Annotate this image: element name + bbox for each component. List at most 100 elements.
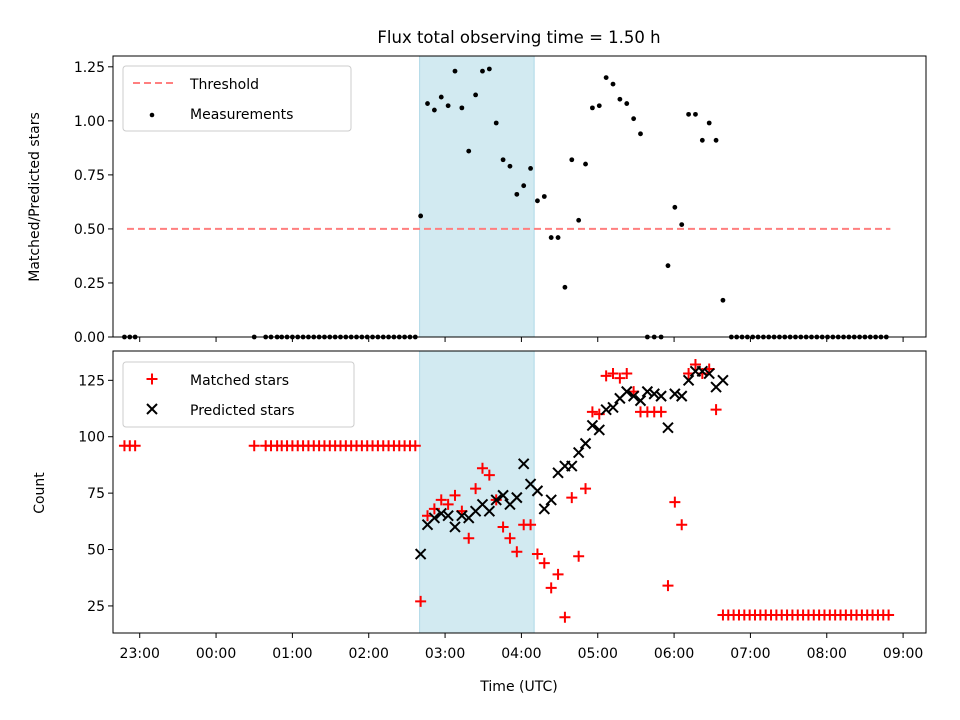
measurement-point — [562, 284, 568, 290]
y-tick-label: 75 — [87, 486, 105, 502]
measurement-point — [583, 161, 588, 167]
bottom-axis-ticks: 25 50 75 100 125 23:00 00:00 01:00 02:00 03:00 04:… — [78, 373, 923, 662]
measurement-point — [713, 137, 719, 143]
measurement-point — [596, 103, 602, 109]
matched-star-point — [531, 548, 543, 560]
measurement-point — [486, 66, 492, 72]
bottom-observing-span — [419, 350, 535, 634]
matched-star-point — [607, 368, 619, 380]
predicted-star-point — [428, 512, 441, 524]
matched-star-point — [669, 496, 681, 508]
predicted-star-point — [572, 446, 585, 459]
predicted-star-point — [579, 437, 592, 450]
matched-star-point — [483, 469, 495, 481]
measurement-point — [438, 94, 444, 100]
matched-star-point — [476, 462, 488, 474]
matched-star-point — [435, 494, 447, 506]
measurement-point — [631, 116, 637, 122]
measurement-point — [686, 111, 691, 117]
x-tick-label: 23:00 — [120, 646, 160, 662]
measurement-point — [672, 204, 678, 210]
measurement-point — [603, 75, 609, 81]
matched-star-point — [552, 568, 564, 580]
observing-span — [419, 55, 535, 338]
matched-star-point — [710, 404, 722, 416]
predicted-star-point — [483, 505, 496, 517]
y-tick-label: 0.50 — [74, 222, 105, 238]
predicted-star-point — [414, 548, 427, 560]
observing-span — [419, 350, 535, 634]
y-tick-label: 0.00 — [74, 330, 105, 346]
predicted-star-point — [449, 521, 461, 533]
predicted-star-point — [517, 458, 530, 470]
legend-threshold-label: Threshold — [189, 77, 259, 93]
predicted-star-point — [676, 390, 688, 402]
matched-star-point — [248, 440, 260, 452]
matched-star-point — [600, 370, 612, 382]
measurement-point — [624, 101, 630, 106]
x-tick-label: 08:00 — [807, 646, 847, 662]
bottom-plot-frame — [112, 350, 927, 634]
predicted-star-point — [456, 509, 468, 522]
top-y-axis-label: Matched/Predicted stars — [27, 112, 43, 282]
predicted-star-point — [627, 390, 640, 402]
predicted-star-point — [490, 494, 502, 506]
bottom-y-axis-label: Count — [32, 472, 48, 514]
y-tick-label: 125 — [78, 373, 105, 389]
measurement-point — [665, 263, 671, 269]
x-tick-label: 07:00 — [730, 646, 770, 662]
predicted-star-point — [442, 509, 454, 522]
predicted-star-point — [669, 388, 681, 400]
measurement-point — [610, 81, 616, 87]
measurement-point — [480, 68, 485, 74]
top-plot-frame — [112, 55, 927, 338]
matched-star-point — [525, 519, 537, 531]
measurement-point — [555, 235, 561, 240]
measurement-point — [445, 103, 451, 109]
matched-star-point — [442, 498, 454, 510]
measurement-point — [590, 105, 595, 111]
measurement-point — [500, 157, 506, 163]
measurement-point — [576, 217, 582, 223]
matched-star-point — [545, 582, 557, 594]
bottom-plot-marks — [118, 359, 895, 623]
measurement-point — [535, 198, 540, 204]
matched-star-point — [586, 406, 598, 418]
matched-star-point — [504, 532, 516, 544]
top-legend: Threshold Measurements — [122, 65, 352, 132]
matched-star-point — [511, 546, 523, 558]
measurement-point — [493, 120, 499, 126]
measurement-point — [418, 213, 424, 219]
y-tick-label: 0.75 — [74, 168, 105, 184]
predicted-star-point — [682, 374, 695, 387]
matched-star-point — [614, 372, 626, 384]
x-tick-label: 01:00 — [272, 646, 312, 662]
measurement-point — [459, 105, 465, 111]
legend-measurements-swatch — [149, 112, 155, 118]
predicted-star-point — [621, 385, 633, 398]
predicted-star-point — [531, 485, 544, 497]
predicted-star-point — [538, 503, 551, 515]
x-tick-label: 06:00 — [654, 646, 694, 662]
matched-star-point — [566, 492, 578, 504]
predicted-star-point — [662, 421, 674, 434]
matched-star-point — [559, 611, 571, 623]
legend-matched-swatch — [146, 373, 158, 385]
measurement-point — [693, 111, 698, 117]
measurement-point — [720, 297, 726, 303]
predicted-star-point — [586, 419, 599, 432]
measurement-point — [541, 194, 547, 199]
measurement-point — [514, 191, 520, 197]
predicted-star-point — [435, 507, 447, 520]
y-tick-label: 50 — [87, 543, 105, 559]
measurement-point — [473, 92, 479, 98]
predicted-star-point — [641, 385, 654, 398]
y-tick-label: 25 — [87, 599, 105, 615]
matched-star-point — [538, 557, 550, 569]
measurement-point — [521, 183, 527, 189]
top-axis-ticks: 0.00 0.25 0.50 0.75 1.00 1.25 — [74, 60, 904, 346]
matched-star-point — [415, 595, 427, 607]
matched-star-point — [662, 580, 674, 592]
predicted-star-point — [511, 491, 523, 504]
